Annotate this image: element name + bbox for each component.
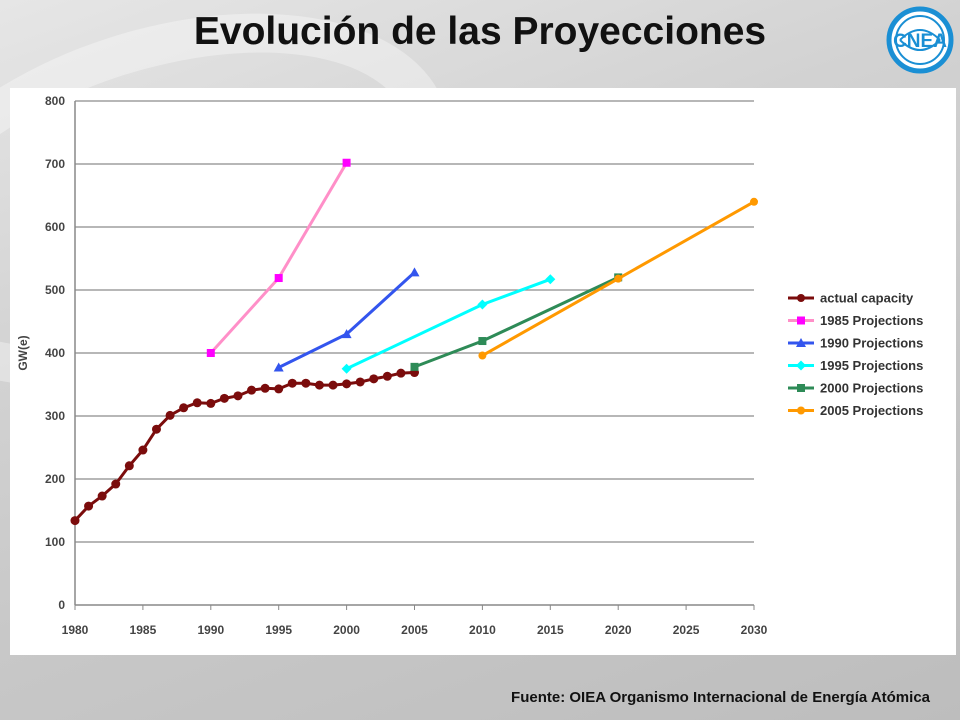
chart: 0 100 200 300 400 500 600 700 800 1980 1985 1990 199…: [16, 94, 923, 637]
data-point: [206, 349, 215, 357]
data-point: [274, 274, 283, 283]
data-point: [478, 351, 487, 360]
legend-label: 2005 Projections: [820, 403, 923, 418]
data-point: [84, 501, 94, 511]
x-tick-label: 1985: [130, 623, 157, 637]
data-point: [124, 461, 134, 471]
x-tick-label: 2025: [673, 623, 700, 637]
series-line: [73, 371, 415, 522]
x-tick-label: 2010: [469, 623, 496, 637]
data-point: [341, 329, 352, 339]
data-point: [70, 516, 80, 526]
data-point: [165, 410, 175, 420]
data-point: [233, 391, 243, 401]
data-point: [478, 337, 487, 346]
x-tick-label: 1990: [197, 623, 224, 637]
data-point: [369, 374, 379, 384]
y-tick-label: 600: [45, 220, 65, 234]
data-point: [97, 491, 107, 501]
y-tick-label: 400: [45, 346, 65, 360]
y-tick-label: 0: [58, 598, 65, 612]
x-tick-label: 2020: [605, 623, 632, 637]
x-tick-label: 1980: [62, 623, 89, 637]
data-point: [409, 267, 420, 277]
data-point: [301, 378, 311, 388]
slide-title: Evolución de las Proyecciones: [193, 10, 767, 53]
data-point: [342, 379, 352, 389]
data-point: [192, 398, 202, 408]
data-point: [138, 445, 148, 455]
data-point: [111, 479, 121, 489]
series-line: [209, 161, 348, 355]
legend-label: actual capacity: [820, 291, 914, 306]
logo-text: CNEA: [893, 31, 947, 52]
y-tick-label: 200: [45, 472, 65, 486]
x-tick-label: 2015: [537, 623, 564, 637]
data-point: [287, 378, 297, 388]
data-point: [328, 380, 338, 390]
data-point: [206, 398, 216, 408]
data-point: [341, 363, 352, 374]
legend-label: 1990 Projections: [820, 336, 923, 351]
data-point: [151, 424, 161, 434]
y-tick-label: 700: [45, 157, 65, 171]
x-tick-label: 2005: [401, 623, 428, 637]
legend-marker: [797, 384, 805, 392]
legend-marker: [797, 316, 805, 325]
data-point: [314, 380, 324, 390]
chart-panel: 0 100 200 300 400 500 600 700 800 1980 1985 1990 199…: [10, 88, 956, 655]
y-tick-label: 100: [45, 535, 65, 549]
y-tick-label: 800: [45, 94, 65, 108]
legend-marker: [796, 338, 806, 347]
legend-label: 1995 Projections: [820, 358, 923, 373]
data-point: [179, 403, 189, 413]
data-point: [274, 384, 284, 394]
legend-marker: [797, 406, 805, 415]
legend-marker: [796, 360, 806, 371]
cnea-logo: CNEA: [886, 6, 954, 74]
data-point: [545, 274, 556, 285]
y-axis-label: GW(e): [16, 335, 30, 370]
legend-label: 2000 Projections: [820, 381, 923, 396]
data-point: [342, 158, 351, 167]
y-tick-label: 500: [45, 283, 65, 297]
source-note: Fuente: OIEA Organismo Internacional de …: [511, 689, 930, 706]
data-point: [750, 197, 758, 206]
x-tick-label: 1995: [265, 623, 292, 637]
data-point: [273, 362, 284, 372]
y-tick-label: 300: [45, 409, 65, 423]
data-point: [355, 377, 365, 387]
data-point: [219, 393, 229, 403]
x-tick-label: 2000: [333, 623, 360, 637]
data-point: [247, 385, 257, 395]
legend-label: 1985 Projections: [820, 313, 923, 328]
data-point: [477, 299, 488, 310]
data-point: [614, 274, 623, 283]
legend-marker: [797, 294, 805, 302]
data-point: [396, 368, 406, 378]
data-point: [260, 383, 270, 393]
data-point: [410, 362, 419, 371]
x-tick-label: 2030: [741, 623, 768, 637]
data-point: [382, 371, 392, 381]
